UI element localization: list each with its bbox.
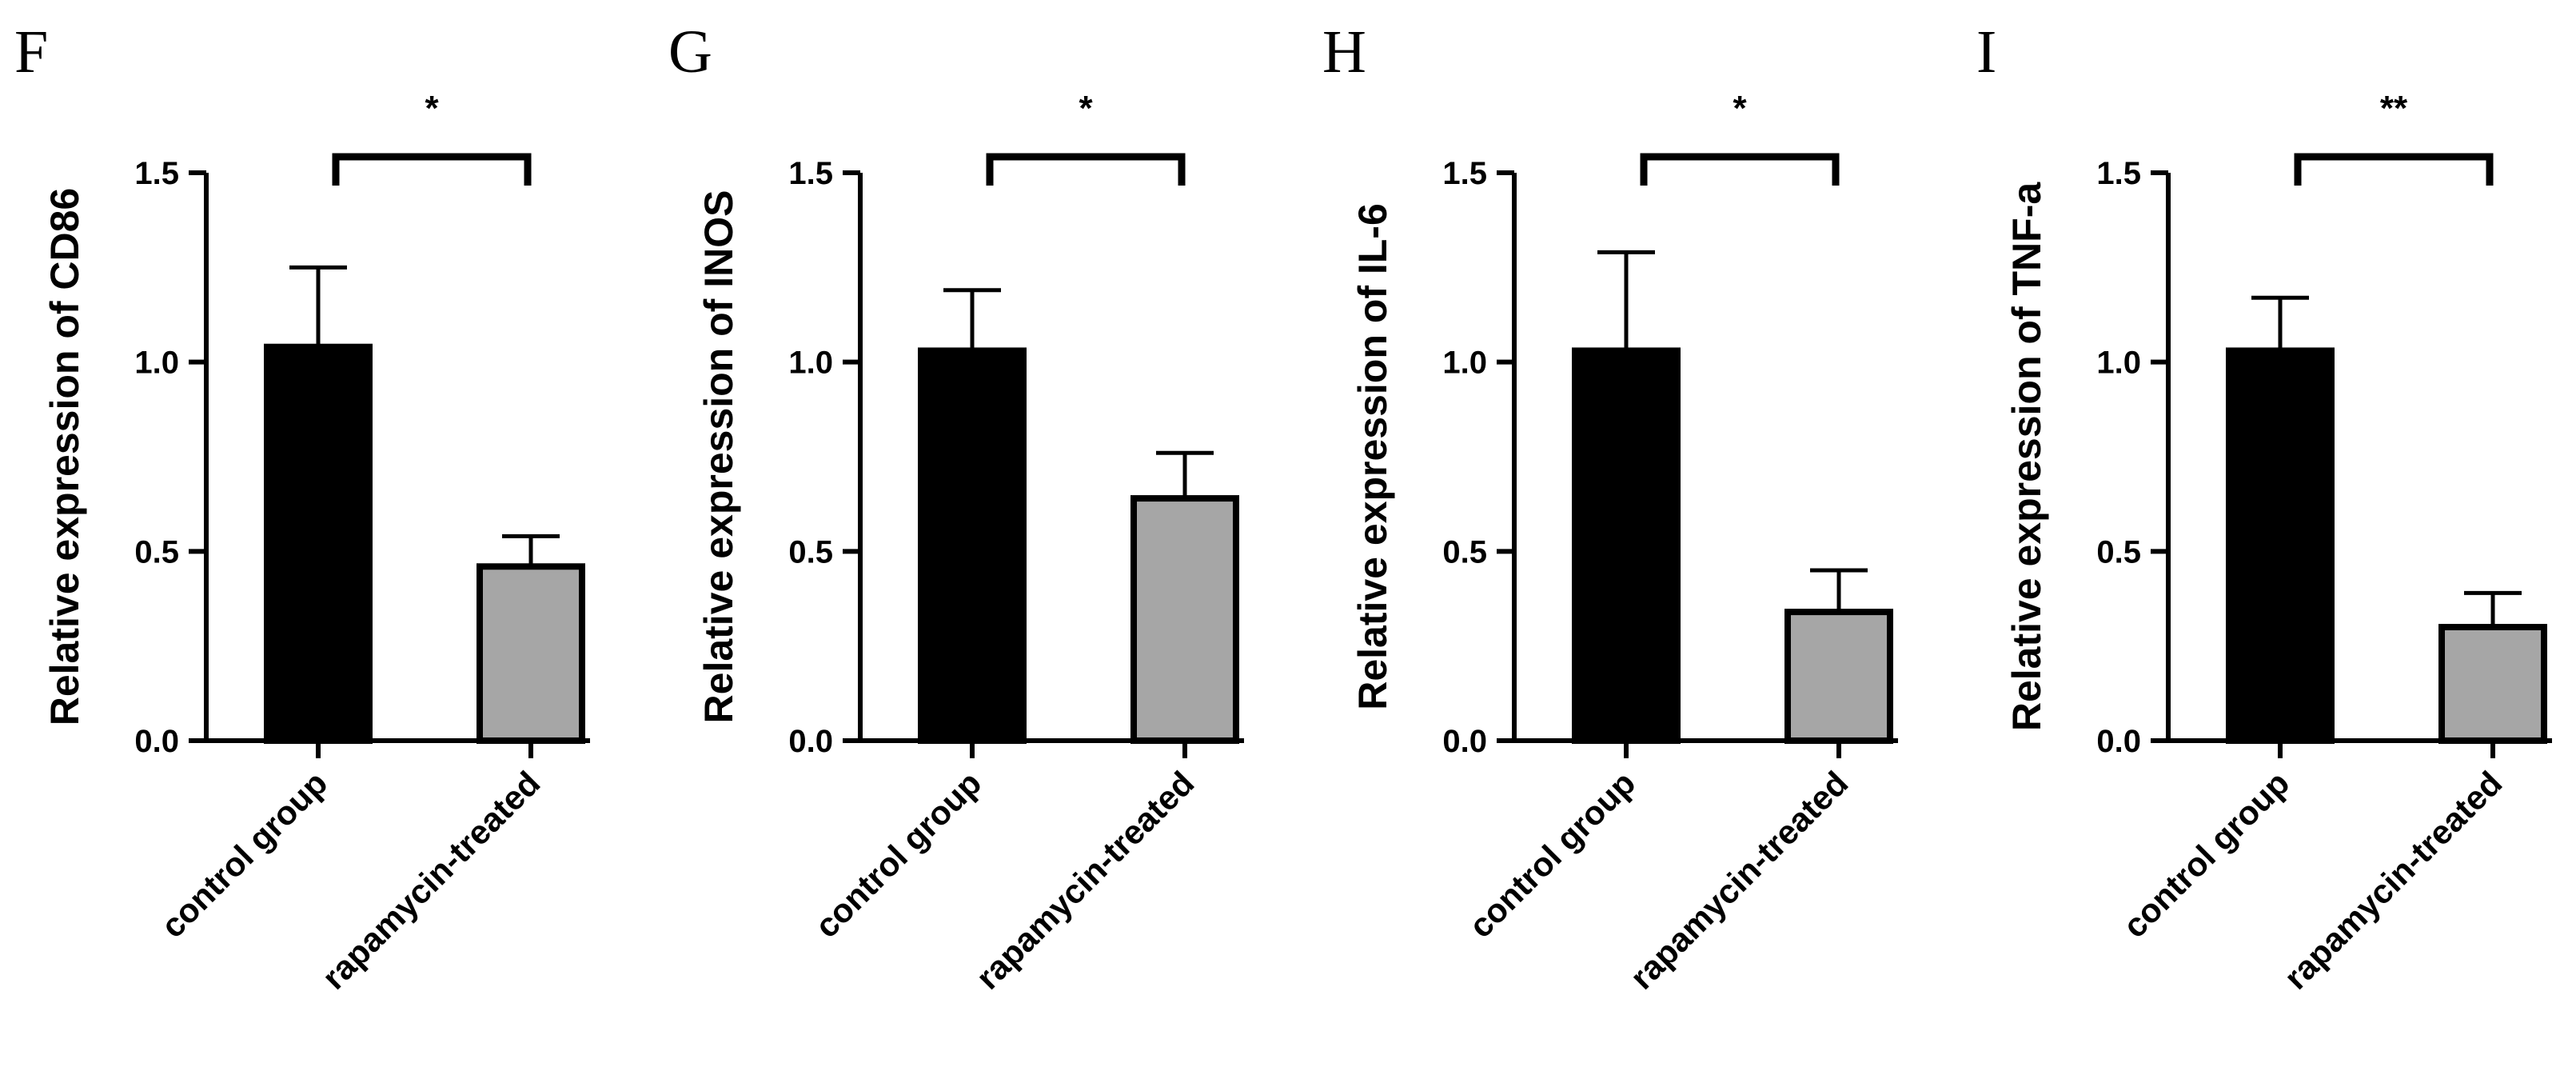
y-tick-label: 0.5 [2096,534,2141,569]
chart-panel-I: I Relative expression of TNF-a 0.0 0.5 1.0 1.… [1976,18,2552,997]
x-category-label: control group [2115,764,2296,945]
bar-treated [2438,624,2547,744]
x-category-label: control group [154,764,334,945]
significance-label: ** [2380,89,2408,128]
bar-treated [1784,609,1893,744]
y-tick-label: 0.0 [1442,724,1487,759]
bar-control [264,343,373,744]
y-tick-label: 0.5 [134,534,179,569]
y-tick-label: 1.0 [1442,346,1487,381]
significance-bracket [332,153,532,186]
y-tick-label: 1.0 [134,346,179,381]
y-axis-title: Relative expression of IL-6 [1350,203,1395,710]
chart-panel-G: G Relative expression of INOS 0.0 0.5 1.0 1.5… [668,18,1244,997]
bar-control [1572,347,1681,744]
significance-bracket [2294,153,2494,186]
panel-letter: F [14,18,48,86]
y-axis-title: Relative expression of TNF-a [2004,182,2049,731]
x-category-label: rapamycin-treated [1623,764,1856,997]
panel-letter: G [668,18,712,86]
significance-label: * [1079,89,1093,128]
panel-letter: I [1976,18,1996,86]
chart-panel-F: F Relative expression of CD86 0.0 0.5 1.0 1.5… [14,18,590,997]
y-axis-title: Relative expression of CD86 [42,188,87,726]
significance-label: * [425,89,439,128]
y-tick-label: 1.0 [2096,346,2141,381]
x-category-label: rapamycin-treated [969,764,1202,997]
y-tick-label: 0.0 [788,724,833,759]
x-category-label: control group [1461,764,1642,945]
y-tick-label: 0.5 [1442,534,1487,569]
significance-bracket [1640,153,1840,186]
bar-control [918,347,1027,744]
panel-letter: H [1322,18,1366,86]
y-tick-label: 1.5 [788,156,833,191]
significance-bracket [986,153,1186,186]
significance-label: * [1733,89,1747,128]
y-tick-label: 1.5 [134,156,179,191]
bar-control [2226,347,2335,744]
x-category-label: control group [807,764,988,945]
chart-panel-H: H Relative expression of IL-6 0.0 0.5 1.0 1.5… [1322,18,1898,997]
x-category-label: rapamycin-treated [315,764,548,997]
y-tick-label: 1.5 [2096,156,2141,191]
bar-treated [477,563,585,744]
y-axis-title: Relative expression of INOS [696,190,741,724]
x-category-label: rapamycin-treated [2277,764,2510,997]
y-tick-label: 0.0 [2096,724,2141,759]
y-tick-label: 1.0 [788,346,833,381]
bar-treated [1130,495,1239,744]
y-tick-label: 1.5 [1442,156,1487,191]
y-tick-label: 0.0 [134,724,179,759]
y-tick-label: 0.5 [788,534,833,569]
